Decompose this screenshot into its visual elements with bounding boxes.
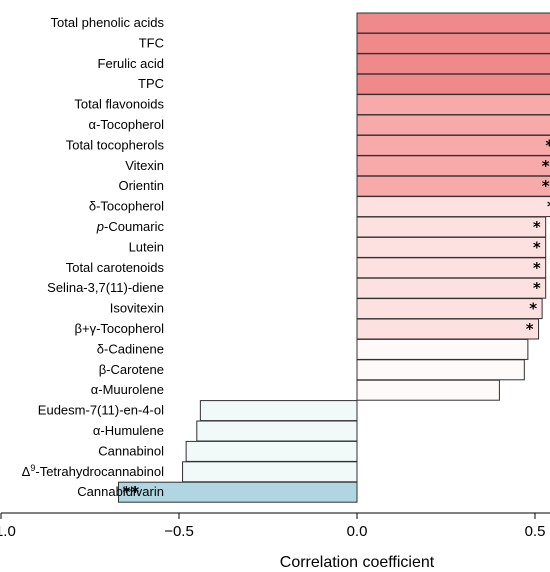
category-label-16: δ-Cadinene [97,341,164,356]
category-label-23: Cannabidivarin [77,484,164,499]
bar-5 [356,114,550,136]
bar-1 [356,32,550,54]
bar-23 [117,481,358,503]
bar-15 [356,318,540,340]
bar-8 [356,175,550,197]
category-label-3: TPC [138,76,164,91]
bar-9 [356,196,550,218]
category-labels-layer: Total phenolic acids TFC Ferulic acid TPC To… [22,15,165,499]
x-tick-label-3: 0.5 [525,523,546,540]
significance-label-10: * [533,218,542,236]
x-tick-label-1: −0.5 [164,523,194,540]
category-label-4: Total flavonoids [74,97,164,112]
significance-label-12: * [533,259,542,277]
category-label-22: Δ9-Tetrahydrocannabinol [22,463,164,479]
category-label-9: δ-Tocopherol [89,199,164,214]
category-label-15: β+γ-Tocopherol [75,321,165,336]
category-label-13: Selina-3,7(11)-diene [47,280,164,295]
significance-label-9: * [547,198,550,216]
x-axis-layer: −1.0−0.50.00.51.0 [0,512,550,540]
significance-label-11: * [533,238,542,256]
bar-20 [196,420,358,442]
significance-label-13: * [533,279,542,297]
category-label-6: Total tocopherols [66,137,165,152]
category-label-0: Total phenolic acids [51,15,165,30]
category-label-18: α-Muurolene [91,382,164,397]
category-label-21: Cannabinol [98,443,164,458]
bar-14 [356,298,543,320]
category-label-20: α-Humulene [93,423,164,438]
bar-12 [356,257,547,279]
bar-17 [356,359,525,381]
category-label-8: Orientin [118,178,164,193]
bar-18 [356,379,500,401]
bar-4 [356,94,550,116]
bar-11 [356,236,547,258]
significance-label-7: ** [542,157,550,175]
category-label-7: Vitexin [125,158,164,173]
bar-6 [356,134,550,156]
category-label-19: Eudesm-7(11)-en-4-ol [38,403,164,418]
bar-3 [356,73,550,95]
x-tick-label-0: −1.0 [0,523,16,540]
category-label-1: TFC [139,35,164,50]
bar-21 [185,440,358,462]
significance-label-15: * [526,320,535,338]
category-label-12: Total carotenoids [66,260,165,275]
bar-7 [356,155,550,177]
bar-10 [356,216,547,238]
category-label-5: α-Tocopherol [89,117,165,132]
bar-2 [356,53,550,75]
bars-layer [117,12,550,503]
bar-16 [356,338,529,360]
x-tick-label-2: 0.0 [347,523,368,540]
significance-label-23: ** [122,483,140,501]
significance-label-6: ** [545,136,550,154]
category-label-14: Isovitexin [110,301,164,316]
significance-label-8: ** [542,177,550,195]
x-axis-title: Correlation coefficient [280,554,435,571]
significance-label-14: * [529,300,538,318]
category-label-10: p-Coumaric [96,219,165,234]
category-label-11: Lutein [129,239,164,254]
bar-0 [356,12,550,34]
bar-13 [356,277,547,299]
category-label-17: β-Carotene [99,362,164,377]
significance-layer: ******************************* [122,136,550,501]
bar-19 [199,400,358,422]
category-label-2: Ferulic acid [98,56,164,71]
bar-22 [182,461,358,483]
